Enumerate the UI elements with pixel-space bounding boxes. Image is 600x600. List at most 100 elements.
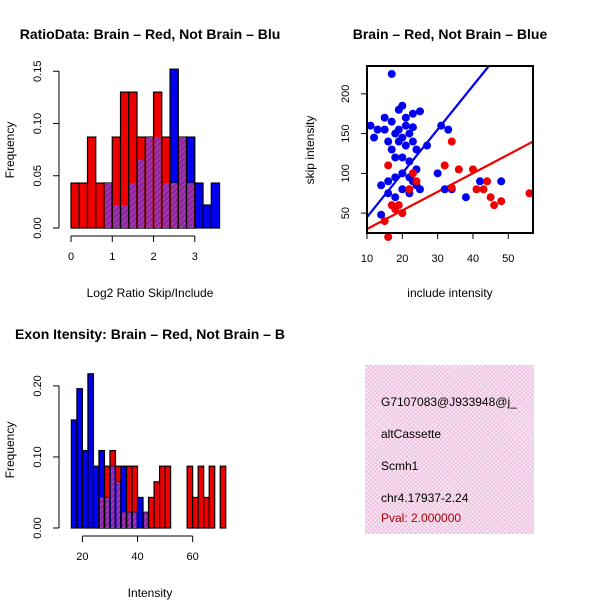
ratio-bar-overlap	[154, 137, 161, 228]
scatter-y-tick-label: 200	[340, 85, 352, 103]
exon-bar-brain	[186, 465, 194, 529]
ratio-x-tick-label: 3	[192, 251, 198, 263]
scatter-point-brain	[440, 161, 449, 170]
ratio-y-tick-label: 0.15	[32, 61, 44, 82]
exon-bar-overlap	[110, 466, 115, 528]
ratio-x-tick-label: 2	[150, 251, 156, 263]
event-type: altCassette	[381, 427, 442, 441]
exon-bar-overlap	[116, 481, 120, 528]
exon-x-tick-label: 60	[187, 551, 199, 563]
scatter-point-not-brain	[391, 173, 400, 182]
ratio-y-tick-label: 0.00	[32, 217, 44, 238]
exon-bar-brain	[164, 465, 172, 529]
exon-bar-overlap	[121, 512, 126, 528]
scatter-point-not-brain	[384, 189, 393, 198]
ratio-bar-brain	[86, 136, 97, 229]
ratio-bar-overlap	[121, 205, 128, 228]
ratio-x-tick-label: 0	[68, 251, 74, 263]
exon-y-tick-label: 0.20	[32, 375, 44, 396]
scatter-point-brain	[490, 201, 499, 210]
scatter-y-tick-label: 150	[340, 124, 352, 142]
ratio-histogram: RatioData: Brain – Red, Not Brain – Blu …	[3, 26, 280, 300]
scatter-point-not-brain	[394, 125, 403, 134]
exon-bar-not-brain	[70, 419, 78, 529]
ratio-histogram-xlabel: Log2 Ratio Skip/Include	[87, 286, 214, 300]
scatter-point-brain	[497, 197, 506, 206]
ratio-x-tick-label: 1	[109, 251, 115, 263]
scatter-point-not-brain	[377, 210, 386, 219]
intensity-scatter-xlabel: include intensity	[407, 286, 492, 300]
scatter-point-not-brain	[373, 125, 382, 134]
scatter-point-not-brain	[433, 169, 442, 178]
scatter-point-not-brain	[497, 177, 506, 186]
scatter-point-brain	[408, 169, 417, 178]
scatter-point-brain	[380, 217, 389, 226]
gene-name: Scmh1	[381, 459, 419, 473]
scatter-y-tick-label: 100	[340, 164, 352, 182]
scatter-point-not-brain	[401, 121, 410, 130]
ratio-bar-not-brain	[202, 204, 212, 229]
ratio-bar-overlap	[171, 183, 178, 228]
exon-intensity-histogram: Exon Itensity: Brain – Red, Not Brain – …	[3, 326, 285, 600]
scatter-point-brain	[384, 161, 393, 170]
ratio-bar-not-brain	[194, 182, 204, 229]
ratio-histogram-title: RatioData: Brain – Red, Not Brain – Blu	[20, 26, 281, 42]
scatter-point-not-brain	[408, 123, 417, 132]
scatter-point-brain	[486, 193, 495, 202]
scatter-point-not-brain	[415, 107, 424, 116]
ratio-bar-brain	[95, 182, 105, 229]
exon-bar-not-brain	[81, 449, 89, 529]
exon-intensity-title: Exon Itensity: Brain – Red, Not Brain – …	[15, 326, 285, 342]
exon-y-tick-label: 0.10	[32, 446, 44, 467]
ratio-bar-overlap	[138, 160, 145, 228]
scatter-point-not-brain	[405, 157, 414, 166]
scatter-point-brain	[398, 209, 407, 218]
scatter-point-not-brain	[408, 109, 417, 118]
scatter-x-tick-label: 50	[502, 253, 514, 265]
exon-bar-overlap	[105, 497, 109, 528]
exon-bar-overlap	[144, 512, 148, 528]
intensity-scatter-title: Brain – Red, Not Brain – Blue	[353, 26, 548, 42]
ratio-histogram-ylabel: Frequency	[3, 122, 17, 179]
scatter-point-not-brain	[444, 125, 453, 134]
scatter-point-brain	[394, 201, 403, 210]
ratio-y-tick-label: 0.05	[32, 165, 44, 186]
scatter-plot-frame	[366, 65, 534, 234]
scatter-point-not-brain	[370, 133, 379, 142]
scatter-point-brain	[468, 165, 477, 174]
exon-intensity-ylabel: Frequency	[3, 422, 17, 479]
scatter-point-not-brain	[401, 113, 410, 122]
scatter-point-brain	[483, 177, 492, 186]
exon-bar-brain	[147, 496, 155, 529]
ratio-bar-brain	[70, 182, 80, 229]
ratio-y-tick-label: 0.10	[32, 113, 44, 134]
scatter-x-tick-label: 30	[432, 253, 444, 265]
scatter-x-tick-label: 20	[396, 253, 408, 265]
scatter-point-brain	[384, 232, 393, 241]
scatter-point-not-brain	[387, 69, 396, 78]
ratio-bar-brain	[78, 182, 89, 229]
exon-bar-overlap	[133, 512, 137, 528]
scatter-point-not-brain	[405, 129, 414, 138]
scatter-point-not-brain	[423, 141, 432, 150]
scatter-point-not-brain	[384, 177, 393, 186]
p-value: Pval: 2.000000	[381, 511, 462, 525]
scatter-point-not-brain	[391, 153, 400, 162]
scatter-point-brain	[405, 185, 414, 194]
exon-bar-brain	[158, 465, 166, 529]
scatter-point-not-brain	[401, 141, 410, 150]
exon-bar-brain	[203, 496, 210, 529]
scatter-point-not-brain	[387, 145, 396, 154]
scatter-point-not-brain	[437, 121, 446, 130]
ratio-bar-overlap	[187, 183, 194, 228]
scatter-x-tick-label: 10	[361, 253, 373, 265]
scatter-point-not-brain	[415, 185, 424, 194]
exon-bar-not-brain	[87, 373, 95, 529]
scatter-point-not-brain	[398, 185, 407, 194]
scatter-point-brain	[454, 165, 463, 174]
scatter-point-not-brain	[476, 177, 485, 186]
genomic-location: chr4.17937-2.24	[381, 491, 469, 505]
exon-bar-brain	[153, 481, 161, 529]
exon-y-tick-label: 0.00	[32, 517, 44, 538]
